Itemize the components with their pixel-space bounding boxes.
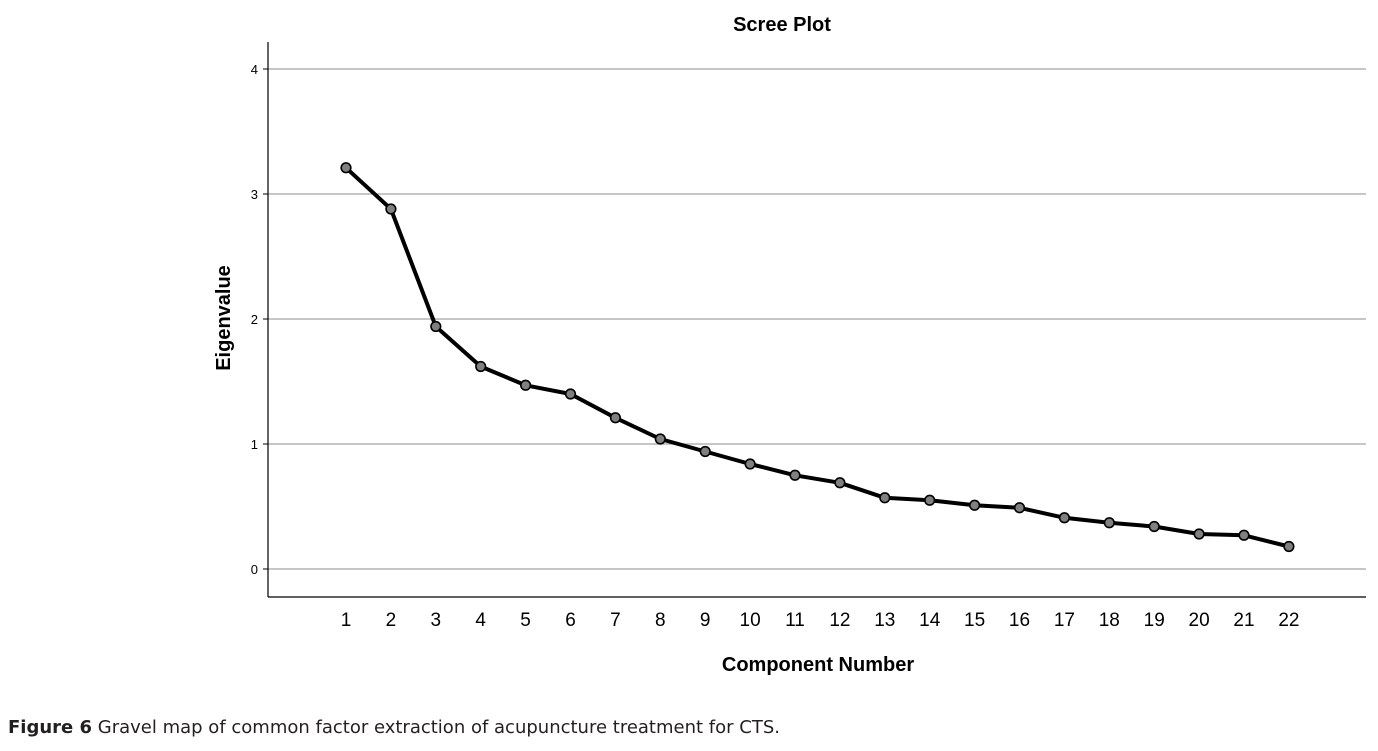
x-tick-label-6: 6 — [565, 610, 576, 631]
x-tick-label-10: 10 — [740, 610, 761, 631]
data-point-9 — [699, 445, 711, 458]
x-tick-label-19: 19 — [1144, 610, 1165, 631]
data-point-16 — [1013, 502, 1026, 514]
data-point-10 — [744, 458, 756, 470]
figure-caption: Figure 6 Gravel map of common factor ext… — [8, 717, 780, 738]
x-tick-label-14: 14 — [919, 610, 941, 631]
x-tick-label-16: 16 — [1009, 610, 1030, 631]
x-tick-label-13: 13 — [874, 610, 895, 631]
x-tick-label-11: 11 — [785, 610, 805, 631]
data-point-14 — [924, 494, 936, 506]
x-tick-label-9: 9 — [700, 610, 711, 631]
x-tick-label-18: 18 — [1099, 610, 1120, 631]
data-point-7 — [609, 412, 622, 424]
x-tick-label-15: 15 — [964, 610, 985, 631]
chart-title: Scree Plot — [733, 14, 831, 36]
x-tick-label-1: 1 — [341, 610, 352, 631]
x-axis-label: Component Number — [722, 654, 914, 676]
y-tick-label-4: 4 — [251, 62, 258, 77]
x-tick-label-12: 12 — [829, 610, 850, 631]
data-point-15 — [968, 499, 981, 511]
y-axis-label: Eigenvalue — [213, 265, 235, 371]
x-tick-label-21: 21 — [1233, 610, 1254, 631]
data-point-22 — [1283, 540, 1295, 553]
x-tick-label-20: 20 — [1189, 610, 1210, 631]
x-tick-label-4: 4 — [475, 610, 486, 631]
y-tick-label-0: 0 — [251, 562, 258, 577]
data-point-4 — [475, 360, 487, 373]
data-point-2 — [385, 203, 397, 215]
series-line — [344, 165, 1291, 549]
caption-label: Figure 6 — [8, 717, 93, 738]
x-tick-label-2: 2 — [386, 610, 397, 631]
x-tick-label-8: 8 — [655, 610, 666, 631]
data-point-11 — [789, 469, 801, 481]
data-point-20 — [1193, 528, 1205, 540]
x-tick-labels: 1 2 3 4 5 6 7 8 9 10 11 12 13 14 15 16 17 18 19 20 21 22 — [341, 610, 1300, 631]
y-tick-labels: 0 1 2 3 4 — [251, 62, 268, 577]
data-point-8 — [654, 433, 666, 445]
x-tick-label-3: 3 — [431, 610, 442, 631]
data-point-13 — [879, 492, 891, 504]
data-point-6 — [564, 388, 577, 400]
x-tick-label-17: 17 — [1054, 610, 1075, 631]
y-tick-label-1: 1 — [251, 437, 258, 452]
x-tick-label-5: 5 — [520, 610, 531, 631]
y-tick-label-2: 2 — [251, 312, 258, 327]
caption-text: Gravel map of common factor extraction o… — [92, 717, 780, 738]
gridlines — [268, 68, 1366, 570]
data-point-3 — [430, 320, 442, 333]
data-point-1 — [340, 162, 352, 174]
data-point-12 — [834, 477, 846, 489]
eigenvalue-series — [340, 162, 1295, 553]
y-tick-label-3: 3 — [251, 187, 258, 202]
data-point-18 — [1103, 517, 1115, 529]
data-point-5 — [519, 379, 532, 391]
x-tick-label-22: 22 — [1278, 610, 1299, 631]
data-point-19 — [1148, 520, 1160, 533]
x-tick-label-7: 7 — [610, 610, 621, 631]
data-point-17 — [1058, 512, 1070, 524]
data-point-21 — [1238, 529, 1250, 541]
